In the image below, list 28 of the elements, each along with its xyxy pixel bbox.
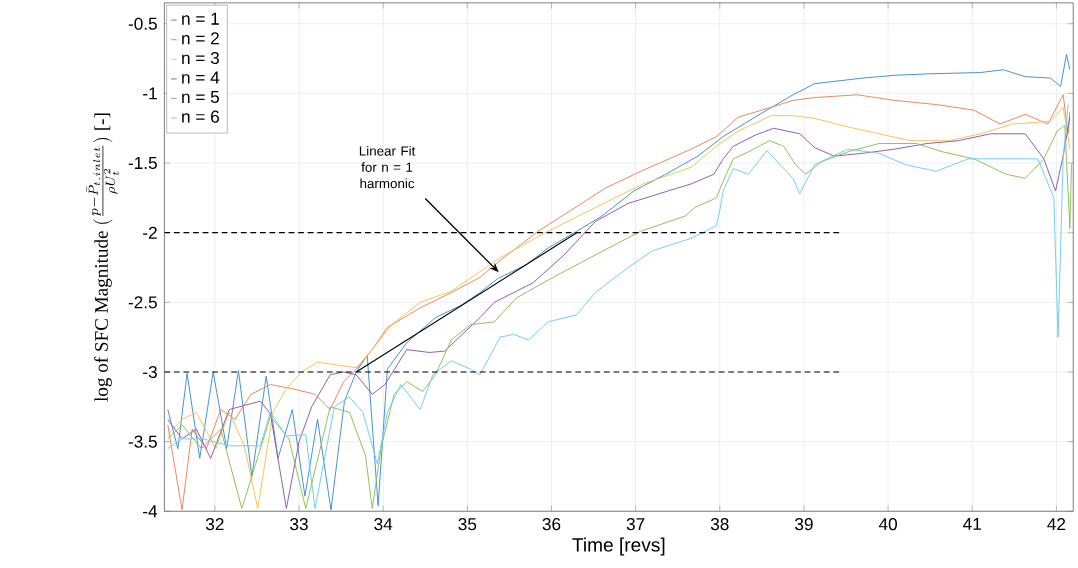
y-tick-label: -0.5 (128, 17, 157, 31)
legend-label: n = 2 (182, 32, 219, 45)
y-tick-label: -2 (143, 226, 157, 239)
legend-label: n = 5 (182, 91, 220, 104)
x-tick-label: 41 (963, 518, 981, 531)
x-tick-label: 42 (1047, 518, 1066, 531)
legend-label: n = 1 (182, 12, 219, 25)
legend-label: n = 6 (182, 110, 219, 123)
x-axis-title: Time [revs] (572, 537, 665, 556)
x-tick-label: 38 (710, 518, 729, 531)
x-tick-label: 32 (205, 518, 224, 531)
y-tick-label: -1.5 (128, 157, 157, 170)
legend-label: n = 3 (182, 52, 219, 65)
y-tick-label: -3.5 (128, 435, 157, 448)
y-axis-title: $\text{log of SFC Magnitude } (\frac{p - \bar{P}_{t,inlet}}{\rho U_t^2}) \text{ [-]}$ (86, 113, 119, 402)
y-tick-label: -2.5 (128, 296, 157, 309)
y-tick-label: -1 (143, 87, 157, 100)
legend-label: n = 4 (182, 71, 220, 84)
x-tick-label: 37 (626, 518, 645, 531)
annotation: Linear Fit for n = 1 harmonic (359, 146, 416, 189)
x-tick-label: 35 (458, 518, 477, 531)
y-tick-label: -4 (143, 505, 158, 518)
x-tick-label: 33 (290, 518, 308, 531)
x-tick-label: 34 (374, 518, 393, 531)
x-tick-label: 40 (878, 518, 897, 531)
x-tick-label: 36 (542, 518, 561, 531)
y-tick-label: -3 (143, 366, 157, 379)
x-tick-label: 39 (795, 518, 813, 531)
